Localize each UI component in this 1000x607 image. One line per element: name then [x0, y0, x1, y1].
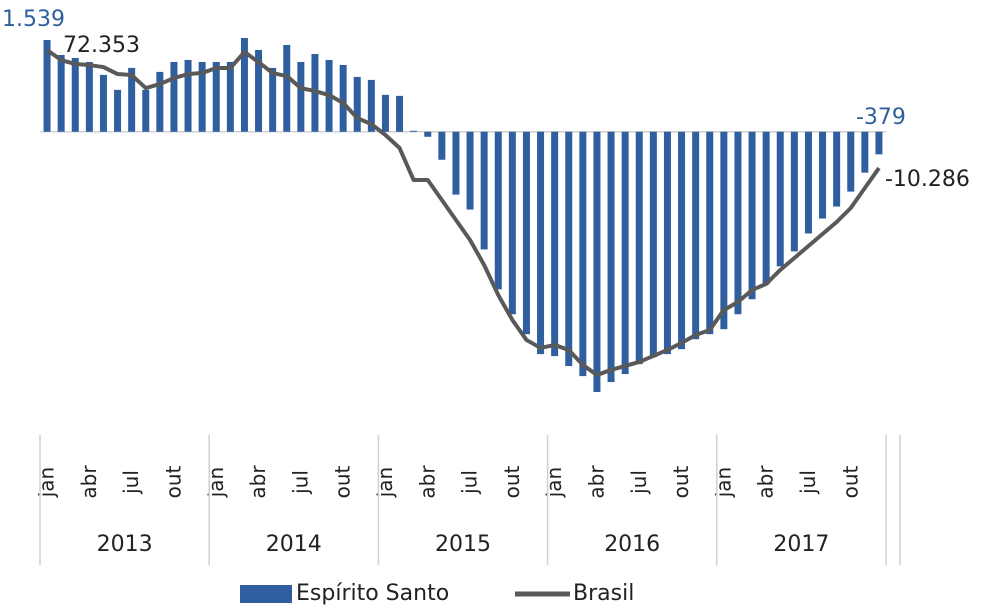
bar [424, 131, 432, 137]
bar [819, 131, 827, 219]
x-tick-label: jan [373, 467, 397, 499]
bar [353, 76, 361, 132]
data-label: 72.353 [63, 33, 140, 58]
bar [551, 131, 559, 357]
bar [297, 61, 305, 132]
x-tick-label: abr [584, 465, 608, 499]
bar [663, 131, 671, 355]
bar [593, 131, 601, 393]
bar [184, 59, 192, 132]
line [45, 48, 881, 377]
x-tick-label: jul [119, 470, 143, 495]
x-tick-label: jul [796, 470, 820, 495]
bar [466, 131, 474, 210]
x-group-label: 2013 [97, 532, 153, 557]
bar [875, 131, 883, 155]
bar [861, 131, 869, 173]
bar [579, 131, 587, 377]
bar [410, 130, 418, 132]
x-group-label: 2017 [773, 532, 829, 557]
bar [57, 54, 65, 132]
x-tick-label: out [500, 465, 524, 498]
bar [565, 131, 573, 367]
bar [226, 61, 234, 132]
bar [635, 131, 643, 365]
bar [156, 71, 164, 132]
bar [142, 89, 150, 132]
bar [833, 131, 841, 207]
data-label: -10.286 [885, 167, 970, 192]
bar [706, 131, 714, 335]
x-tick-label: abr [415, 465, 439, 499]
bar [114, 89, 122, 132]
bar [649, 131, 657, 358]
bar [537, 131, 545, 355]
x-tick-label: jul [288, 470, 312, 495]
x-tick-label: abr [754, 465, 778, 499]
bar [99, 74, 107, 132]
legend-label: Brasil [573, 581, 634, 606]
bar [480, 131, 488, 250]
bar [607, 131, 615, 383]
bar [776, 131, 784, 267]
x-tick-label: abr [246, 465, 270, 499]
bar [283, 44, 291, 132]
bar [255, 49, 263, 132]
bar [621, 131, 629, 375]
bar [170, 61, 178, 132]
bar [847, 131, 855, 192]
bar [269, 67, 277, 132]
x-tick-label: jul [627, 470, 651, 495]
bar [212, 61, 220, 132]
bar [720, 131, 728, 330]
bar [367, 79, 375, 132]
bar [240, 38, 248, 132]
x-group-label: 2014 [266, 532, 322, 557]
x-tick-label: jul [458, 470, 482, 495]
x-tick-label: out [669, 465, 693, 498]
data-label: 1.539 [2, 7, 65, 32]
bar [198, 61, 206, 132]
x-group-label: 2016 [604, 532, 660, 557]
x-tick-label: jan [542, 467, 566, 499]
bar [71, 57, 79, 132]
bar [494, 131, 502, 290]
bar [396, 95, 404, 132]
bar [748, 131, 756, 300]
x-tick-label: out [331, 465, 355, 498]
x-tick-label: jan [711, 467, 735, 499]
bar [790, 131, 798, 252]
x-tick-label: jan [35, 467, 59, 499]
data-label: -379 [856, 105, 906, 130]
bar [522, 131, 530, 335]
x-tick-label: jan [204, 467, 228, 499]
bar [678, 131, 686, 350]
x-tick-label: out [838, 465, 862, 498]
bar [508, 131, 516, 315]
bar [734, 131, 742, 315]
bar [128, 67, 136, 132]
bar [85, 61, 93, 132]
x-group-label: 2015 [435, 532, 491, 557]
bar [43, 40, 51, 132]
bar [692, 131, 700, 340]
bar [438, 131, 446, 160]
legend-label: Espírito Santo [296, 581, 449, 606]
x-tick-label: out [161, 465, 185, 498]
bar [339, 64, 347, 132]
bar [762, 131, 770, 285]
bar [804, 131, 812, 234]
bar [381, 94, 389, 132]
x-tick-label: abr [77, 465, 101, 499]
bar [452, 131, 460, 195]
legend-swatch [240, 585, 292, 603]
